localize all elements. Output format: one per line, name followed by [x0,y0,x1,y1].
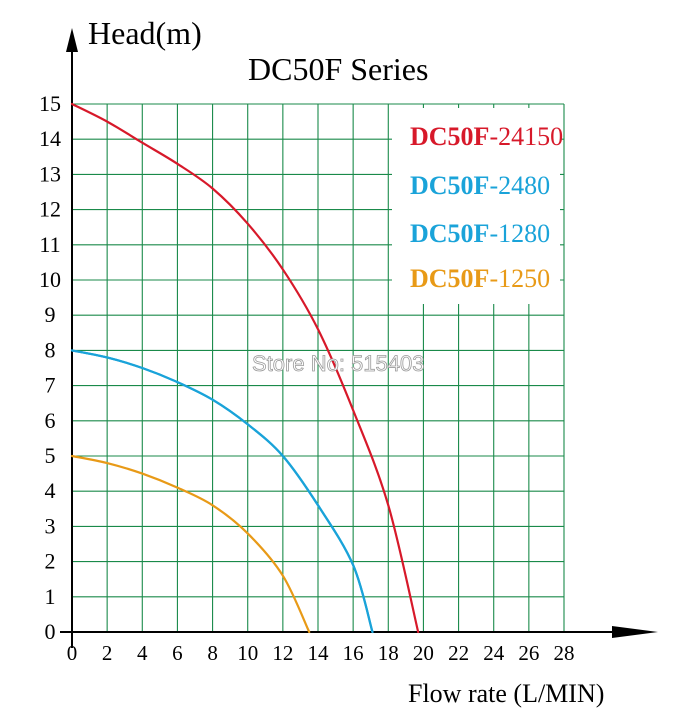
y-tick-label: 3 [45,513,56,538]
x-tick-label: 24 [483,641,505,665]
x-tick-label: 0 [67,641,78,665]
y-tick-label: 5 [45,443,56,468]
y-tick-label: 13 [39,161,61,186]
legend-entry-prefix: DC50F [410,219,489,248]
x-tick-label: 26 [518,641,539,665]
y-tick-label: 15 [39,91,61,116]
x-tick-label: 12 [272,641,293,665]
x-tick-labels: 0 2 4 6 8 10 12 14 16 18 20 22 24 26 28 [67,641,575,665]
legend-entry: DC50F-1280 [410,219,550,248]
legend-entry-prefix: DC50F [410,171,489,200]
legend-background [392,108,560,304]
y-tick-label: 8 [45,337,56,362]
x-tick-label: 6 [172,641,183,665]
legend-entry-prefix: DC50F [410,122,489,151]
legend-entry: DC50F-24150 [410,122,563,151]
x-tick-label: 16 [343,641,364,665]
chart-title: DC50F Series [248,51,428,87]
x-axis-label: Flow rate (L/MIN) [408,679,604,708]
x-tick-label: 8 [207,641,218,665]
x-tick-label: 10 [237,641,258,665]
series-curves [70,102,420,634]
x-tick-label: 28 [554,641,575,665]
legend-entry-suffix: -24150 [489,122,563,151]
series-curve-1250 [70,454,311,634]
series-curve-24150 [70,102,420,634]
y-tick-label: 9 [45,302,56,327]
axes [60,28,658,648]
y-tick-label: 1 [45,584,56,609]
x-axis-arrow-icon [612,626,658,638]
y-tick-label: 0 [45,619,56,644]
legend-entry-suffix: -1280 [489,219,550,248]
y-tick-label: 11 [39,232,60,257]
x-tick-label: 14 [308,641,330,665]
y-tick-label: 7 [45,373,56,398]
x-tick-label: 20 [413,641,434,665]
legend-entry-prefix: DC50F [410,264,489,293]
y-tick-label: 6 [45,408,56,433]
y-axis-label: Head(m) [88,15,202,51]
y-tick-label: 4 [45,478,56,503]
legend-entry: DC50F-2480 [410,171,550,200]
y-tick-label: 12 [39,197,61,222]
legend-entry: DC50F-1250 [410,264,550,293]
x-tick-label: 2 [102,641,113,665]
legend-entry-suffix: -1250 [489,264,550,293]
watermark: Store No: 515403 [252,351,424,376]
y-axis-arrow-icon [66,28,78,52]
y-tick-label: 14 [39,126,61,151]
y-tick-label: 10 [39,267,61,292]
legend: DC50F-24150DC50F-2480DC50F-1280DC50F-125… [392,108,563,304]
legend-entry-suffix: -2480 [489,171,550,200]
series-curve-1280 [70,349,374,634]
x-tick-label: 22 [448,641,469,665]
x-tick-label: 18 [378,641,399,665]
y-tick-label: 2 [45,549,56,574]
x-tick-label: 4 [137,641,148,665]
